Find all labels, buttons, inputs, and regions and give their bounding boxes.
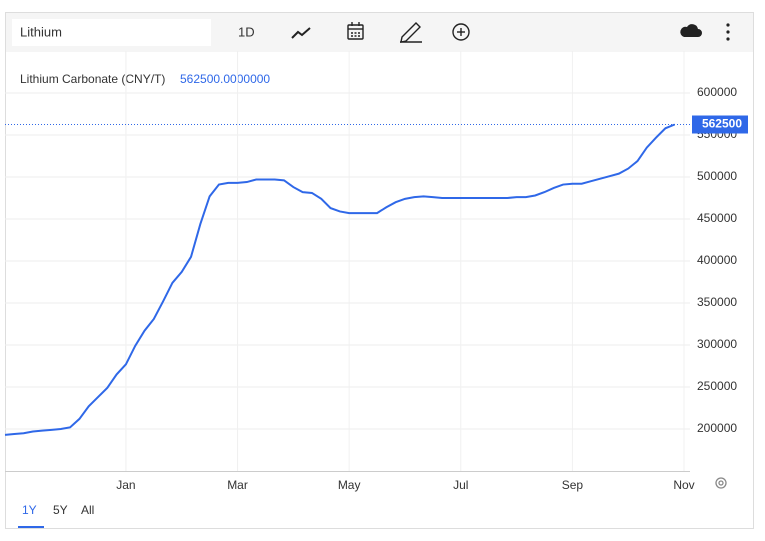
- x-tick-label: Nov: [673, 478, 694, 492]
- y-tick-label: 200000: [697, 421, 737, 435]
- range-button[interactable]: All: [81, 503, 94, 517]
- draw-icon[interactable]: [400, 22, 422, 43]
- frame: [5, 12, 754, 529]
- y-tick-label: 250000: [697, 379, 737, 393]
- search-box[interactable]: [12, 19, 211, 46]
- y-tick-label: 500000: [697, 169, 737, 183]
- y-tick-label: 450000: [697, 211, 737, 225]
- x-tick-label: Jan: [116, 478, 135, 492]
- y-tick-label: 300000: [697, 337, 737, 351]
- x-tick-label: May: [338, 478, 361, 492]
- range-button[interactable]: 1Y: [22, 503, 37, 517]
- interval-button[interactable]: 1D: [238, 24, 255, 39]
- chart-type-icon[interactable]: [291, 27, 311, 39]
- last-value-box: [692, 115, 748, 134]
- last-value-label: 562500: [702, 117, 742, 131]
- gear-icon[interactable]: [715, 477, 727, 489]
- y-tick-label: 350000: [697, 295, 737, 309]
- y-tick-label: 400000: [697, 253, 737, 267]
- chart-title: Lithium Carbonate (CNY/T): [20, 72, 165, 86]
- compare-icon[interactable]: [452, 23, 470, 41]
- price-line: [4, 123, 676, 436]
- range-button[interactable]: 5Y: [53, 503, 68, 517]
- y-tick-label: 600000: [697, 85, 737, 99]
- x-tick-label: Mar: [227, 478, 248, 492]
- menu-icon[interactable]: [726, 23, 730, 41]
- search-text: Lithium: [20, 24, 62, 39]
- last-value-text: 562500.0000000: [180, 72, 270, 86]
- download-icon[interactable]: [680, 24, 702, 37]
- x-tick-label: Jul: [453, 478, 468, 492]
- x-tick-label: Sep: [562, 478, 584, 492]
- calendar-icon[interactable]: [347, 22, 364, 40]
